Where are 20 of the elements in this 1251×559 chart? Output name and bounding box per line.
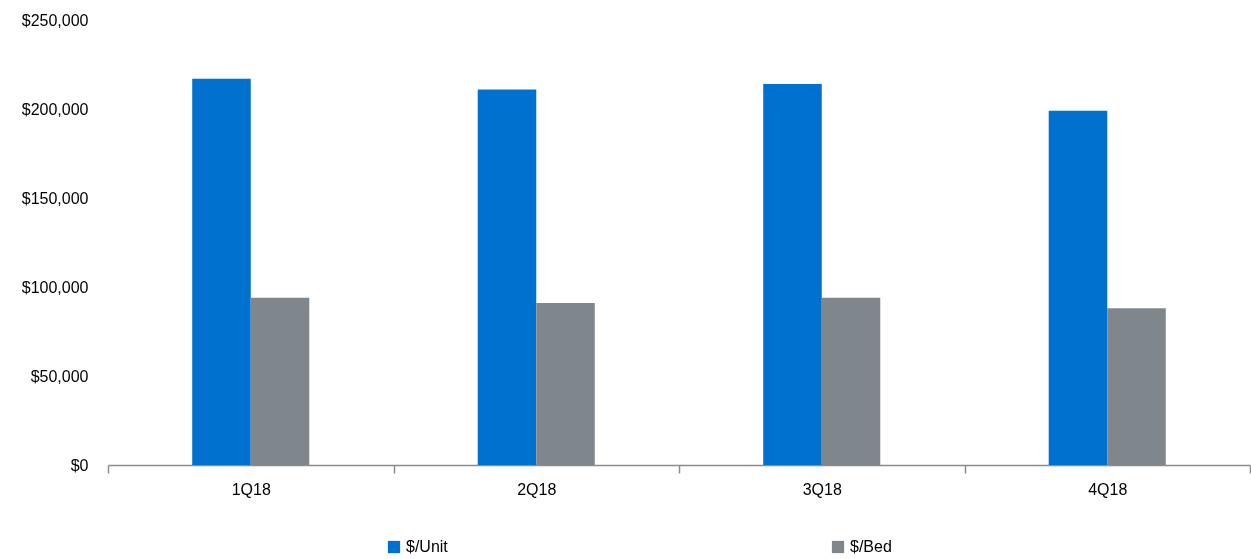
legend-label: $/Bed (850, 538, 892, 555)
bar (536, 303, 595, 465)
y-tick-label: $250,000 (21, 11, 89, 29)
y-tick-label: $0 (70, 456, 89, 474)
y-tick-label: $200,000 (21, 100, 89, 118)
bar (477, 89, 537, 465)
y-tick-label: $100,000 (21, 278, 89, 296)
bar (192, 78, 251, 465)
bar (821, 297, 881, 465)
bar (1048, 110, 1108, 465)
x-tick-label: 3Q18 (802, 480, 842, 498)
x-tick-label: 4Q18 (1088, 480, 1128, 498)
y-tick-label: $50,000 (30, 367, 89, 385)
y-tick-label: $150,000 (21, 189, 89, 207)
bar (763, 84, 822, 465)
x-tick-label: 1Q18 (231, 480, 271, 498)
legend-label: $/Unit (406, 538, 449, 555)
bar (250, 297, 310, 465)
bar (1107, 308, 1166, 465)
x-tick-label: 2Q18 (517, 480, 557, 498)
